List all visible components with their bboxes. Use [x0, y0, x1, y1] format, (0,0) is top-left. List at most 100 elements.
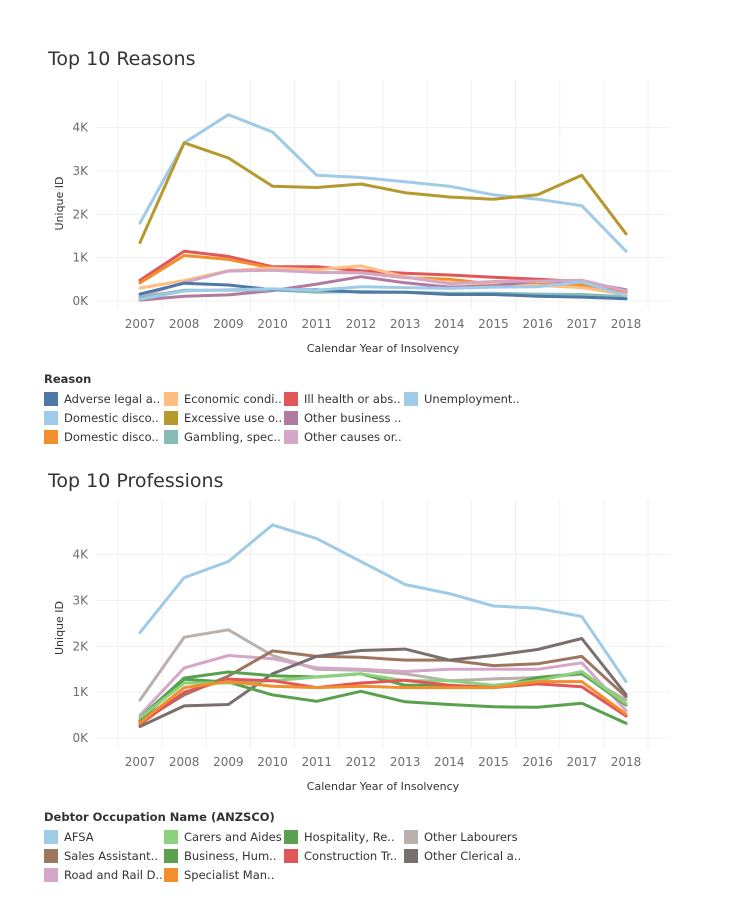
legend-swatch — [284, 411, 298, 425]
series-line-1[interactable] — [138, 523, 628, 684]
legend-item[interactable]: Construction Tr.. — [284, 849, 404, 863]
legend-item[interactable]: Other Labourers — [404, 830, 524, 844]
legend-item[interactable]: Other Clerical a.. — [404, 849, 524, 863]
legend-label: Domestic disco.. — [64, 430, 159, 444]
legend-label: Gambling, spec.. — [184, 430, 281, 444]
legend-item[interactable]: Unemployment.. — [404, 392, 524, 406]
legend-item[interactable]: Ill health or abs.. — [284, 392, 404, 406]
series-line-10[interactable] — [138, 280, 628, 301]
x-tick-label: 2017 — [567, 317, 598, 331]
legend-item[interactable]: Gambling, spec.. — [164, 430, 284, 444]
chart-reasons: 0K 1K 2K 3K 4K Unique ID 2007 2008 2009 2010 2011 2… — [53, 80, 670, 355]
x-tick-label: 2012 — [346, 317, 377, 331]
legend-swatch — [284, 430, 298, 444]
legend-item[interactable]: Economic condi.. — [164, 392, 284, 406]
series-line-9[interactable] — [138, 281, 628, 301]
y-tick-label: 2K — [72, 639, 89, 653]
x-tick-label: 2008 — [169, 755, 200, 769]
legend-title-professions: Debtor Occupation Name (ANZSCO) — [44, 810, 275, 824]
legend-label: Domestic disco.. — [64, 411, 159, 425]
series-line-2[interactable] — [138, 141, 628, 244]
y-tick-label: 0K — [72, 294, 89, 308]
legend-item[interactable]: Adverse legal a.. — [44, 392, 164, 406]
legend-item[interactable]: Domestic disco.. — [44, 411, 164, 425]
legend-label: Business, Hum.. — [184, 849, 277, 863]
chart-title-professions: Top 10 Professions — [48, 470, 224, 492]
x-tick-label: 2008 — [169, 317, 200, 331]
legend-item[interactable]: Domestic disco.. — [44, 430, 164, 444]
legend-item[interactable]: Specialist Man.. — [164, 868, 284, 882]
legend-item[interactable]: Business, Hum.. — [164, 849, 284, 863]
legend-label: Unemployment.. — [424, 392, 520, 406]
x-tick-label: 2007 — [125, 317, 156, 331]
series-line-4[interactable] — [138, 649, 628, 724]
x-tick-label: 2015 — [478, 317, 509, 331]
y-tick-label: 2K — [72, 207, 89, 221]
legend-swatch — [164, 830, 178, 844]
legend-reasons: Reason Adverse legal a.. Economic condi..… — [44, 372, 524, 444]
legend-label: Other causes or.. — [304, 430, 402, 444]
x-tick-label: 2009 — [213, 755, 244, 769]
legend-swatch — [44, 830, 58, 844]
legend-item[interactable]: Other causes or.. — [284, 430, 404, 444]
series-line-7[interactable] — [138, 670, 628, 720]
series-line-3[interactable] — [138, 654, 628, 717]
legend-swatch — [284, 392, 298, 406]
x-tick-label: 2012 — [346, 755, 377, 769]
legend-label: Excessive use o.. — [184, 411, 283, 425]
series-line-5[interactable] — [138, 637, 628, 728]
y-tick-label: 3K — [72, 164, 89, 178]
legend-swatch — [164, 411, 178, 425]
legend-swatch — [44, 868, 58, 882]
y-tick-label: 1K — [72, 685, 89, 699]
x-axis-label: Calendar Year of Insolvency — [307, 780, 460, 793]
y-tick-label: 4K — [72, 121, 89, 135]
legend-swatch — [44, 392, 58, 406]
x-axis-label: Calendar Year of Insolvency — [307, 342, 460, 355]
legend-swatch — [164, 392, 178, 406]
legend-label: AFSA — [64, 830, 94, 844]
chart-professions: 0K 1K 2K 3K 4K Unique ID 2007 2008 2009 2010 2011 2… — [53, 500, 670, 793]
legend-swatch — [404, 830, 418, 844]
legend-label: Sales Assistant.. — [64, 849, 158, 863]
x-tick-label: 2017 — [567, 755, 598, 769]
x-tick-label: 2013 — [390, 317, 421, 331]
legend-swatch — [164, 430, 178, 444]
x-tick-label: 2014 — [434, 317, 465, 331]
legend-item[interactable]: Other business .. — [284, 411, 404, 425]
x-tick-label: 2014 — [434, 755, 465, 769]
y-tick-label: 0K — [72, 731, 89, 745]
legend-label: Road and Rail D.. — [64, 868, 163, 882]
legend-swatch — [404, 849, 418, 863]
legend-label: Ill health or abs.. — [304, 392, 401, 406]
x-tick-label: 2016 — [522, 755, 553, 769]
legend-title-reasons: Reason — [44, 372, 92, 386]
y-tick-label: 1K — [72, 251, 89, 265]
series-line-7[interactable] — [138, 268, 628, 299]
series-line-1[interactable] — [138, 113, 628, 253]
legend-item[interactable]: Sales Assistant.. — [44, 849, 164, 863]
legend-item[interactable]: AFSA — [44, 830, 164, 844]
legend-swatch — [284, 830, 298, 844]
series-line-10[interactable] — [138, 680, 628, 725]
x-tick-label: 2010 — [257, 755, 288, 769]
legend-swatch — [164, 868, 178, 882]
legend-spacer — [404, 411, 524, 425]
legend-swatch — [44, 430, 58, 444]
x-tick-label: 2011 — [301, 755, 332, 769]
y-axis-label: Unique ID — [53, 176, 66, 230]
x-tick-label: 2018 — [611, 317, 642, 331]
legend-item[interactable]: Hospitality, Re.. — [284, 830, 404, 844]
legend-swatch — [44, 411, 58, 425]
legend-item[interactable]: Road and Rail D.. — [44, 868, 164, 882]
legend-label: Construction Tr.. — [304, 849, 398, 863]
legend-label: Specialist Man.. — [184, 868, 275, 882]
x-tick-label: 2009 — [213, 317, 244, 331]
legend-item[interactable]: Excessive use o.. — [164, 411, 284, 425]
x-tick-label: 2016 — [522, 317, 553, 331]
legend-item[interactable]: Carers and Aides — [164, 830, 284, 844]
y-tick-label: 3K — [72, 594, 89, 608]
legend-swatch — [164, 849, 178, 863]
legend-label: Hospitality, Re.. — [304, 830, 395, 844]
legend-label: Carers and Aides — [184, 830, 282, 844]
